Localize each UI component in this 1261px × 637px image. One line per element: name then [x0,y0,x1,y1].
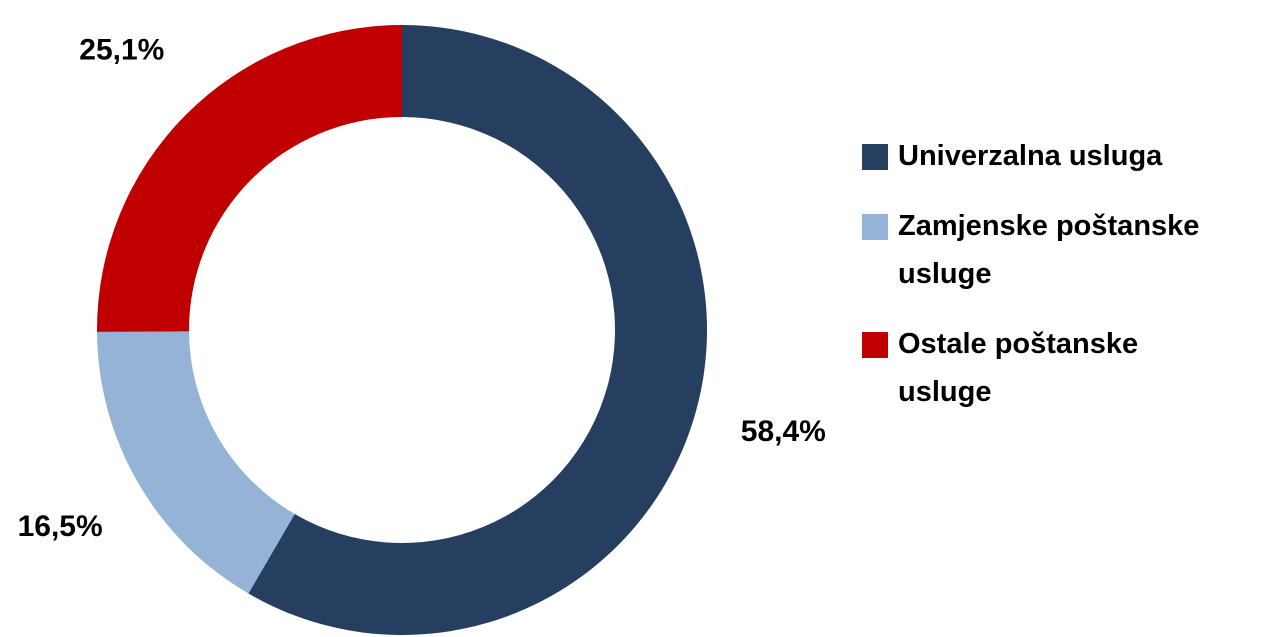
donut-area: 58,4% 16,5% 25,1% [18,25,826,636]
legend-swatch [862,332,888,358]
donut-segment [248,25,708,636]
legend-swatch [862,214,888,240]
legend-swatch [862,144,888,170]
donut-segment [97,331,295,594]
legend-label: Univerzalna usluga [898,140,1163,172]
donut-segment [97,25,402,332]
data-label: 16,5% [18,510,103,543]
legend-item: Univerzalna usluga [862,138,1242,180]
data-label: 25,1% [79,33,164,66]
legend-label: Zamjenske poštanske usluge [898,210,1200,290]
legend: Univerzalna usluga Zamjenske poštanske us… [862,138,1242,444]
data-label: 58,4% [741,415,826,448]
legend-item: Zamjenske poštanske usluge [862,208,1242,298]
legend-label: Ostale poštanske usluge [898,328,1139,408]
legend-item: Ostale poštanske usluge [862,326,1242,416]
